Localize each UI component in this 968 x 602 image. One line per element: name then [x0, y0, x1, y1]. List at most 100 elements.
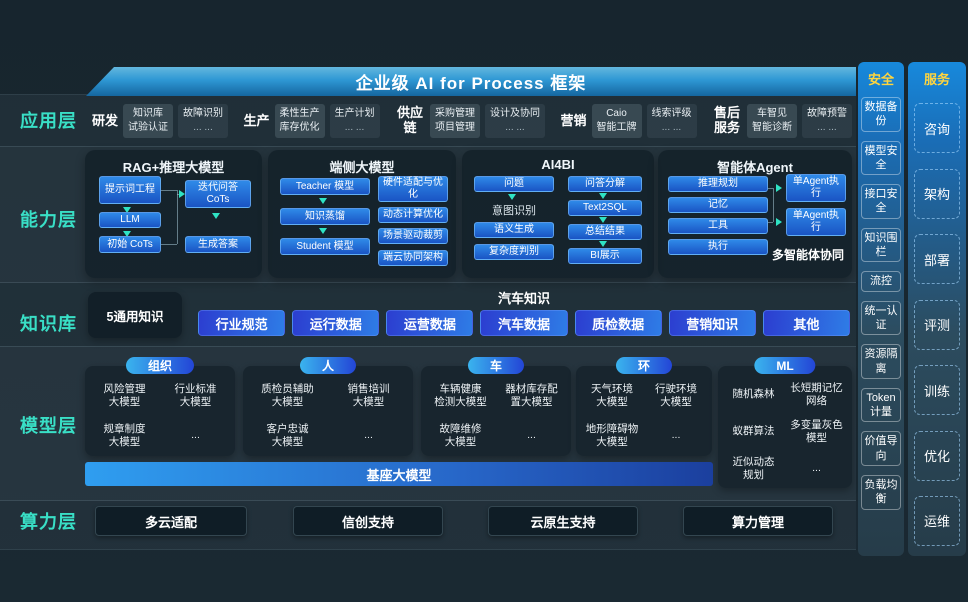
model-item: 随机森林 — [732, 388, 775, 401]
app-box-line2: ... ... — [661, 122, 682, 133]
app-box: 车智见 智能诊断 — [746, 104, 797, 138]
cap-box: 硬件适配与优化 — [378, 176, 448, 202]
cap-panel: 智能体Agent 推理规划 记忆 工具 执行 单Agent执行 单Agent执行 多智能体协同 — [658, 150, 852, 278]
application-layer: 研发 知识库 试验认证 故障识别... ... 生产 柔性生产 库存优化 生产计划... ..… — [92, 97, 852, 145]
cap-box: 总结结果 — [568, 224, 642, 240]
knowledge-button: 行业规范 — [198, 310, 286, 336]
app-section: 售后服务 车智见 智能诊断 故障预警 ... ... — [712, 104, 852, 138]
app-box-line1: 车智见 — [756, 108, 787, 119]
cap-box: 知识蒸馏 — [280, 208, 370, 225]
arrow-down-icon — [212, 213, 220, 219]
security-item: 知识围栏 — [861, 227, 901, 263]
app-section-label: 供应链 — [396, 105, 423, 135]
app-box-line1: 设计及协同 — [490, 108, 540, 119]
app-section-label: 售后服务 — [713, 105, 740, 135]
arrow-right-icon — [776, 184, 782, 192]
app-box-line2: ... ... — [817, 122, 837, 133]
app-section: 营销 Caio 智能工牌 线索评级 ... ... — [560, 104, 697, 138]
service-item: 咨询 — [914, 103, 960, 154]
security-item: 负载均衡 — [861, 475, 901, 510]
model-item: 长短期记忆 网络 — [790, 381, 843, 407]
knowledge-button: 运行数据 — [292, 310, 380, 336]
app-section: 研发 知识库试验认证 故障识别... ... — [92, 104, 229, 138]
model-pill: ML — [754, 357, 816, 374]
compute-button: 算力管理 — [683, 506, 833, 536]
service-column: 服务 咨询 架构 部署 评测 训练 优化 运维 — [908, 62, 966, 556]
cap-box: 记忆 — [668, 197, 768, 213]
app-box: 故障识别 ... ... — [178, 104, 229, 138]
model-item: ... — [812, 462, 821, 475]
cap-box: 端云协同架构 — [378, 250, 448, 266]
cap-panel-title: 端侧大模型 — [329, 160, 395, 175]
security-item: 流控 — [861, 271, 901, 292]
model-item: 风险管理 大模型 — [103, 383, 146, 409]
security-item: Token计量 — [861, 387, 901, 423]
app-box-line2: ... ... — [505, 122, 525, 133]
app-box-line2: 智能工牌 — [596, 122, 637, 133]
app-section-label: 研发 — [92, 112, 119, 128]
compute-button: 云原生支持 — [488, 506, 638, 536]
app-box-line2: 项目管理 — [435, 122, 475, 133]
compute-button: 信创支持 — [293, 506, 443, 536]
connector-line — [161, 244, 177, 245]
app-box: 柔性生产 库存优化 — [274, 104, 325, 138]
app-box-line1: 生产计划 — [334, 108, 375, 119]
multi-agent-caption: 多智能体协同 — [771, 248, 844, 262]
layer-label-knowledge: 知识库 — [20, 314, 77, 334]
cap-box: 生成答案 — [185, 236, 251, 253]
app-box-line2: 试验认证 — [128, 122, 169, 133]
model-item: 规章制度 大模型 — [103, 422, 146, 448]
model-item: 车辆健康 检测大模型 — [434, 383, 487, 409]
model-group: 车辆健康 检测大模型 器材库存配 置大模型 故障维修 大模型... — [421, 366, 571, 456]
service-item: 训练 — [914, 365, 960, 416]
app-section-label: 营销 — [560, 112, 587, 128]
cap-panel: 端侧大模型 Teacher 模型 知识蒸馏 Student 模型 硬件适配与优化 动态计算… — [268, 150, 456, 278]
layer-label-model: 模型层 — [20, 416, 77, 436]
model-item: 近似动态 规划 — [732, 455, 775, 481]
knowledge-button: 其他 — [762, 310, 850, 336]
model-item: 销售培训 大模型 — [347, 383, 390, 409]
model-item: ... — [671, 429, 681, 442]
knowledge-buttons: 行业规范 运行数据 运营数据 汽车数据 质检数据 营销知识 其他 — [198, 310, 850, 336]
security-item: 模型安全 — [861, 140, 901, 176]
app-box: 故障预警 ... ... — [801, 104, 852, 138]
compute-button: 多云适配 — [95, 506, 247, 536]
security-item: 数据备份 — [861, 97, 901, 132]
model-item: 多变量灰色 模型 — [790, 418, 843, 444]
app-box: 线索评级 ... ... — [646, 104, 697, 138]
arrow-right-icon — [776, 218, 782, 226]
model-pill: 环 — [615, 357, 673, 374]
cap-box: 执行 — [668, 239, 768, 255]
model-item: 故障维修 大模型 — [439, 422, 482, 448]
model-item: 天气环境 大模型 — [591, 383, 633, 409]
model-item: ... — [191, 429, 200, 442]
security-item: 资源隔离 — [861, 344, 901, 379]
model-item: ... — [364, 429, 373, 442]
cap-panel: RAG+推理大模型 提示词工程 LLM 初始 CoTs 迭代问答CoTs 生成答案 — [85, 150, 262, 278]
cap-box: Student 模型 — [280, 238, 370, 255]
arrow-down-icon — [599, 241, 607, 247]
model-item: 地形障碍物 大模型 — [585, 422, 639, 448]
app-box-line1: 故障预警 — [806, 108, 847, 119]
arrow-down-icon — [319, 228, 327, 234]
cap-panel-title: AI4BI — [541, 157, 575, 172]
cap-box: 工具 — [668, 218, 768, 234]
knowledge-button: 营销知识 — [668, 310, 756, 336]
app-box-line1: 知识库 — [133, 108, 164, 119]
connector-line — [177, 190, 178, 244]
model-pill: 人 — [299, 357, 357, 374]
knowledge-domain-title: 汽车知识 — [497, 291, 550, 306]
app-section: 供应链 采购管理 项目管理 设计及协同... ... — [395, 104, 545, 138]
cap-box: 单Agent执行 — [786, 174, 846, 202]
model-group: 风险管理 大模型 行业标准 大模型 规章制度 大模型... — [85, 366, 235, 456]
app-box-line1: 线索评级 — [651, 108, 692, 119]
app-box: 生产计划 ... ... — [329, 104, 380, 138]
cap-panel: AI4BI 问题 意图识别 语义生成 复杂度判别 问答分解 Text2SQL 总结结果 BI展示 — [462, 150, 654, 278]
cap-box: 问题 — [474, 176, 554, 192]
security-item: 统一认证 — [861, 300, 901, 336]
arrow-down-icon — [599, 193, 607, 199]
cap-box: 初始 CoTs — [99, 236, 161, 253]
model-group: 随机森林 长短期记忆 网络 蚁群算法 多变量灰色 模型 近似动态 规划... — [718, 366, 852, 488]
app-box-line1: 故障识别 — [183, 108, 224, 119]
